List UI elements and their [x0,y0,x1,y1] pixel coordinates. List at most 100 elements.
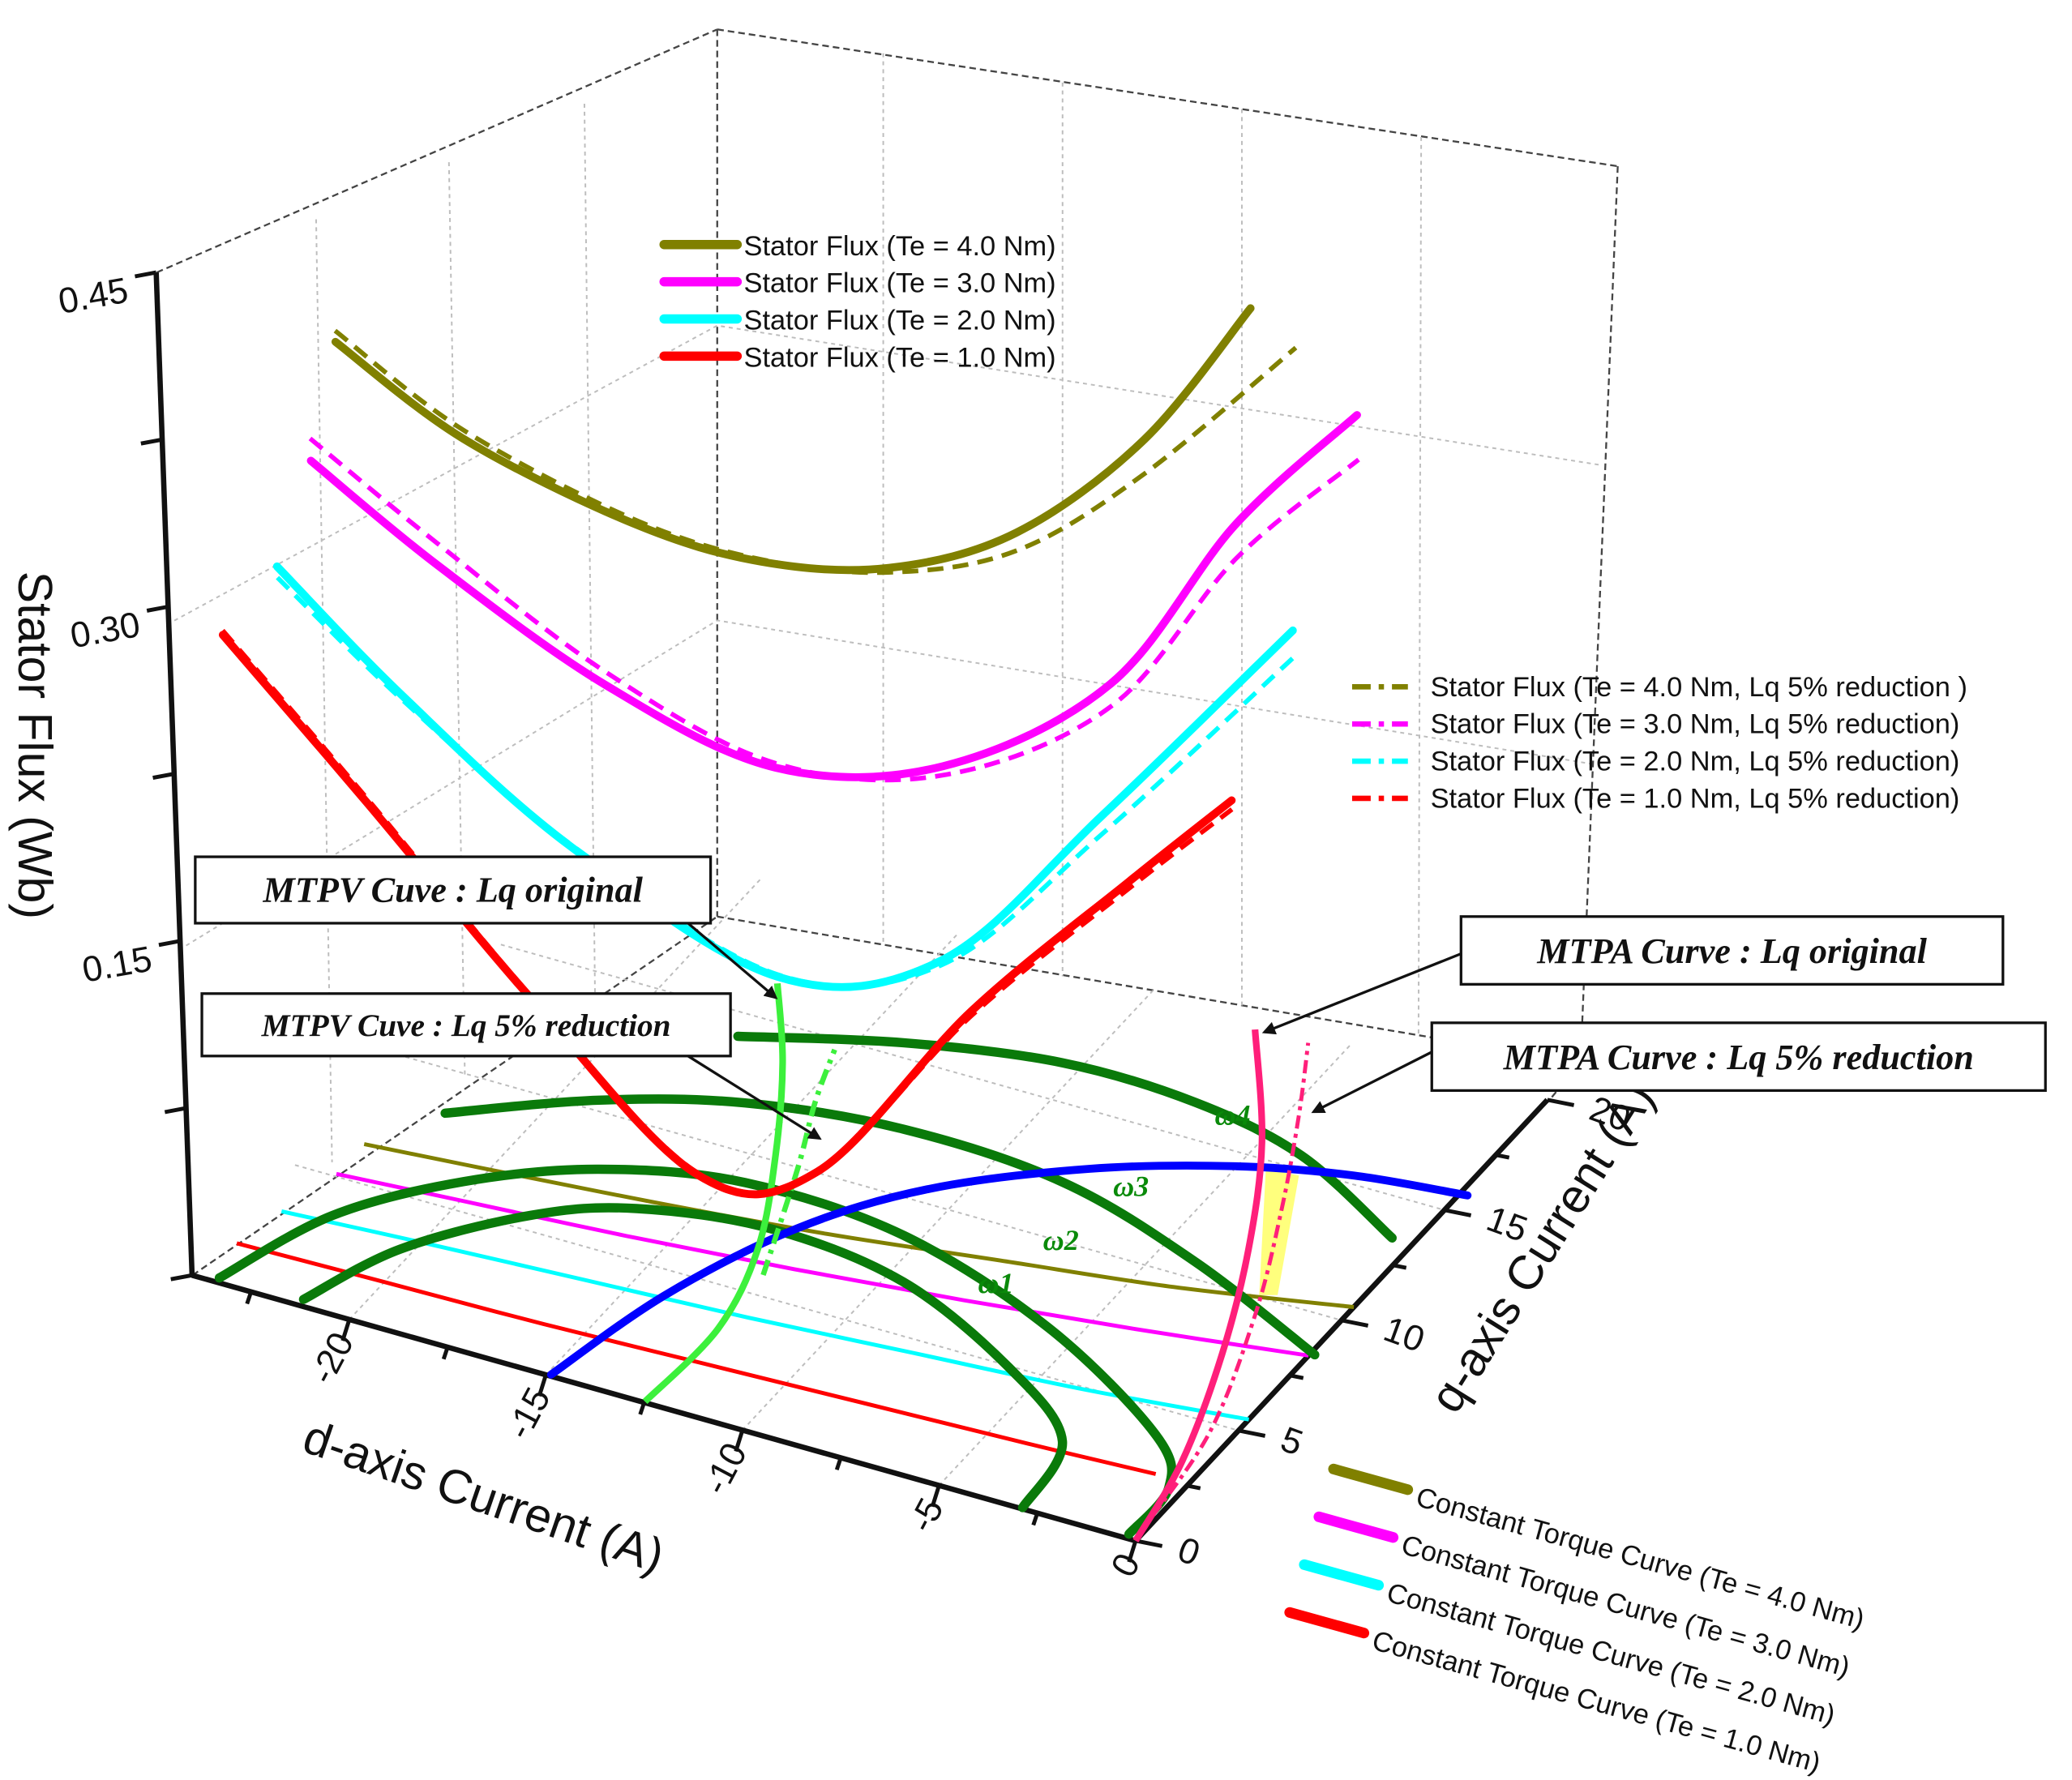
y-tick [1392,1263,1407,1270]
floor-gridline [349,878,762,1320]
flux-curve [272,562,1297,991]
torque-curve [336,1171,1309,1358]
speed-curve-label: ω2 [1043,1224,1079,1256]
z-tick-label: 0.15 [79,939,155,991]
speed-labels: ω1 ω2 ω3 ω4 [978,1098,1251,1299]
legend-label: Stator Flux (Te = 1.0 Nm) [744,342,1056,373]
x-tick [537,1374,548,1397]
legend-label: Stator Flux (Te = 1.0 Nm, Lq 5% reductio… [1431,783,1960,814]
torque-curve [236,1241,1157,1476]
flux-curve-lq-reduced [333,328,1298,576]
flux-curve [306,411,1361,781]
annotation-text: MTPA Curve : Lq original [1536,931,1927,971]
z-axis-title: Stator Flux (Wb) [8,571,61,919]
legend-swatch [1328,1463,1414,1495]
annotation-mtpv-reduced: MTPV Cuve : Lq 5% reduction [200,992,822,1140]
y-tick [1135,1538,1163,1548]
mtpa-curve-original [1132,1029,1265,1543]
y-tick-label: 5 [1276,1419,1308,1463]
x-tick-label: -10 [696,1436,755,1500]
floor-gridline [397,1054,1342,1321]
speed-curve [440,1094,1320,1360]
legend-label: Stator Flux (Te = 3.0 Nm) [744,268,1056,299]
mtpv-curve-original [642,982,786,1405]
legend-label: Stator Flux (Te = 2.0 Nm, Lq 5% reductio… [1431,747,1960,777]
highlight-region [1259,1169,1299,1295]
y-tick-label: 10 [1379,1309,1430,1360]
box-top-front-edge [156,28,718,274]
annotation-arrow [1311,1050,1433,1114]
x-tick [734,1429,745,1453]
speed-curve [214,1164,1177,1539]
speed-curve-label: ω4 [1214,1098,1250,1131]
z-tick [152,772,175,781]
x-tick [1031,1512,1039,1526]
legend-flux-lq-reduced: Stator Flux (Te = 4.0 Nm, Lq 5% reductio… [1351,672,1967,814]
legend-label: Stator Flux (Te = 2.0 Nm) [744,306,1056,336]
z-tick [158,939,181,948]
annotation-arrow [687,922,778,999]
z-axis-line [153,272,195,1276]
legend-swatch [1299,1559,1385,1591]
annotation-text: MTPV Cuve : Lq original [263,871,644,910]
legend-torque: Constant Torque Curve (Te = 4.0 Nm) Cons… [1284,1463,1868,1779]
annotation-text: MTPA Curve : Lq 5% reduction [1503,1038,1974,1077]
y-tick [1547,1098,1575,1107]
annotation-box [1459,915,2005,986]
speed-curve-label: ω1 [978,1267,1014,1299]
z-tick [140,437,163,446]
annotation-box [200,992,732,1058]
y-tick [1186,1483,1201,1491]
mtpv-curve-lq-reduced [760,1048,837,1277]
flux-curves [218,304,1361,1199]
floor-gridline [545,933,959,1376]
z-tick-label: 0.45 [55,271,131,322]
y-tick [1495,1153,1510,1160]
speed-curve [733,1031,1398,1243]
flux-curve-lq-reduced [308,436,1360,783]
z-tick [135,270,157,279]
floor-curves [214,982,1472,1543]
x-tick-label: -5 [901,1492,952,1539]
x-tick-label: 0 [1103,1547,1148,1584]
flux-curve [331,304,1255,575]
annotation-mtpv-original: MTPV Cuve : Lq original [194,855,778,999]
y-tick [1289,1373,1304,1380]
y-axis-title: q-axis Current (A) [1420,1074,1665,1422]
z-tick [146,605,169,613]
floor-gridline [742,988,1155,1431]
z-tick-label: 0.30 [67,605,143,656]
flux-curve [218,631,1236,1199]
legend-label: Stator Flux (Te = 4.0 Nm, Lq 5% reductio… [1431,672,1967,703]
x-axis-title: d-axis Current (A) [297,1410,670,1583]
legend-label: Stator Flux (Te = 3.0 Nm, Lq 5% reductio… [1431,709,1960,740]
legend-swatch [1313,1511,1399,1543]
x-tick [1127,1540,1138,1563]
y-tick-label: 0 [1173,1530,1205,1573]
z-tick [164,1106,187,1115]
box-back-right-edge [1579,165,1619,1063]
annotation-arrow [687,1055,822,1140]
x-tick [245,1290,254,1305]
annotation-text: MTPV Cuve : Lq 5% reduction [261,1008,671,1043]
mtpa-curve-lq-reduced [1133,1042,1311,1539]
speed-curve [298,1203,1068,1513]
annotation-box [1430,1021,2047,1093]
x-tick [834,1457,843,1471]
legend-label: Stator Flux (Te = 4.0 Nm) [744,231,1056,262]
torque-curve [363,1142,1355,1309]
x-tick [638,1401,646,1415]
z-tick [170,1273,193,1282]
x-tick-label: -15 [499,1381,559,1445]
x-tick [441,1346,450,1360]
annotation-box [194,855,713,925]
annotation-mtpa-reduced: MTPA Curve : Lq 5% reduction [1311,1021,2047,1114]
annotation-arrow [1261,952,1462,1035]
legend-swatch [1284,1607,1370,1639]
box-top-back-edge [717,28,1618,168]
floor-gridline [294,1164,1239,1431]
legend-flux: Stator Flux (Te = 4.0 Nm) Stator Flux (T… [659,231,1056,373]
x-axis-line [191,1273,1137,1544]
y-tick [1444,1208,1472,1217]
